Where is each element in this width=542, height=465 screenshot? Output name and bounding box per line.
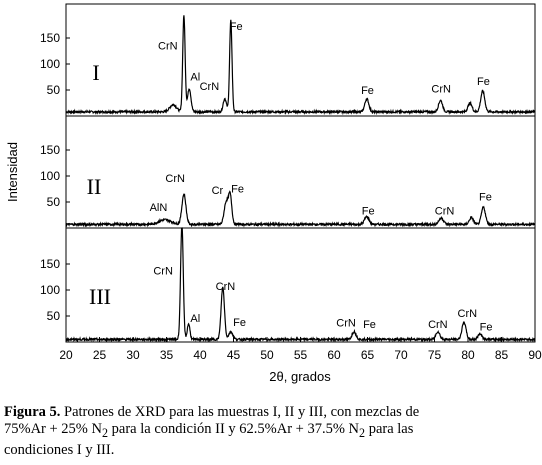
- peak-label: AlN: [150, 202, 168, 214]
- y-tick-label: 150: [40, 143, 60, 157]
- x-tick-label: 50: [260, 348, 274, 362]
- y-tick-label: 100: [40, 169, 60, 183]
- panel-II: 50 100 150 AlN CrN Cr Fe Fe CrN Fe II: [40, 115, 536, 228]
- series-line-III: [65, 227, 536, 343]
- peak-label: CrN: [200, 81, 220, 93]
- x-tick-label: 35: [160, 348, 174, 362]
- peak-label: CrN: [431, 84, 451, 96]
- x-tick-label: 55: [294, 348, 308, 362]
- peak-label: CrN: [216, 281, 236, 293]
- x-axis: 20 25 30 35 40 45 50 55 60 65 70 75 80 85 90: [59, 337, 542, 362]
- peak-label: Fe: [230, 21, 243, 33]
- x-tick-label: 45: [227, 348, 241, 362]
- caption-subscript-2: 2: [359, 425, 366, 440]
- x-tick-label: 70: [394, 348, 408, 362]
- caption-line2c: para las: [365, 421, 414, 437]
- y-tick-label: 150: [40, 31, 60, 45]
- y-tick-label: 50: [47, 195, 61, 209]
- peak-label: CrN: [336, 317, 356, 329]
- peak-label: CrN: [158, 40, 178, 52]
- figure-caption: Figura 5. Patrones de XRD para las muest…: [4, 404, 534, 459]
- peak-label: Fe: [479, 191, 492, 203]
- peak-label: Fe: [477, 76, 490, 88]
- peak-label: Fe: [231, 184, 244, 196]
- x-tick-label: 25: [93, 348, 107, 362]
- peak-label: CrN: [435, 205, 455, 217]
- x-tick-label: 60: [327, 348, 341, 362]
- y-tick-label: 50: [47, 83, 61, 97]
- peak-label: CrN: [153, 265, 173, 277]
- caption-subscript-1: 2: [101, 425, 109, 440]
- y-tick-label: 50: [47, 309, 61, 323]
- x-tick-label: 90: [528, 348, 542, 362]
- peak-label: CrN: [165, 173, 185, 185]
- series-line-I: [65, 15, 536, 116]
- peak-label: Cr: [212, 185, 224, 197]
- x-axis-label: 2θ, grados: [269, 369, 331, 384]
- sample-label: I: [92, 60, 99, 85]
- peak-label: Fe: [362, 205, 375, 217]
- sample-label: III: [89, 284, 111, 309]
- peak-label: Fe: [361, 85, 374, 97]
- x-tick-label: 75: [428, 348, 442, 362]
- peak-label: Fe: [363, 319, 376, 331]
- caption-figure-number: Figura 5.: [4, 404, 61, 420]
- x-tick-label: 40: [193, 348, 207, 362]
- peak-label: Al: [190, 72, 200, 84]
- x-tick-label: 20: [59, 348, 73, 362]
- caption-line2b: para la condición II y 62.5%Ar + 37.5% N: [108, 421, 360, 437]
- peak-label: CrN: [428, 319, 448, 331]
- x-tick-label: 85: [495, 348, 509, 362]
- peak-label: Fe: [233, 317, 246, 329]
- y-tick-label: 100: [40, 283, 60, 297]
- caption-line1: Patrones de XRD para las muestras I, II …: [60, 404, 420, 420]
- peak-label: Fe: [480, 322, 493, 334]
- caption-line2a: 75%Ar + 25% N: [4, 421, 102, 437]
- caption-line3: condiciones I y III.: [4, 441, 115, 458]
- peak-label: Al: [190, 313, 200, 325]
- y-tick-label: 150: [40, 257, 60, 271]
- series-line-II: [65, 190, 536, 228]
- plot-frame: [65, 3, 536, 343]
- x-tick-label: 80: [461, 348, 475, 362]
- y-tick-label: 100: [40, 57, 60, 71]
- y-axis-label: Intensidad: [5, 142, 20, 202]
- x-tick-label: 65: [361, 348, 375, 362]
- sample-label: II: [87, 174, 102, 199]
- x-tick-label: 30: [126, 348, 140, 362]
- peak-label: CrN: [458, 308, 478, 320]
